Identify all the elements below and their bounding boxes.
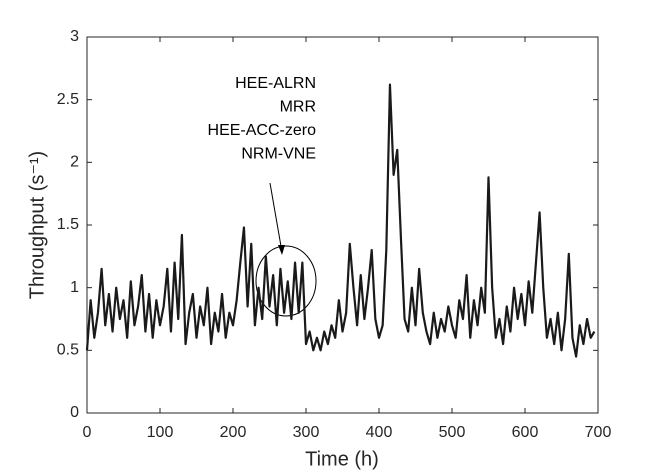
y-tick-label: 1.5 [57,216,79,233]
x-tick-label: 200 [220,424,247,441]
arrow-line [269,182,283,253]
y-tick-label: 0 [70,404,79,421]
annotation: MRR [280,99,316,116]
x-tick-label: 0 [83,424,92,441]
x-tick-label: 700 [585,424,612,441]
plot-box [86,36,599,414]
x-tick-label: 600 [512,424,539,441]
y-tick-label: 2 [70,154,79,171]
y-tick-label: 1 [70,279,79,296]
highlight-ellipse [255,245,317,317]
y-tick-label: 0.5 [57,342,79,359]
x-axis-label: Time (h) [305,448,379,470]
annotation: HEE-ALRN [235,75,316,92]
y-tick-label: 2.5 [57,91,79,108]
x-tick-label: 500 [439,424,466,441]
arrow-head [278,245,285,255]
x-tick-label: 300 [293,424,320,441]
data-line [85,83,596,358]
x-tick-label: 400 [366,424,393,441]
x-tick-label: 100 [147,424,174,441]
y-axis-label: Throughput (s⁻¹) [26,151,48,299]
y-tick-label: 3 [70,28,79,45]
annotation: NRM-VNE [241,146,316,163]
annotation: HEE-ACC-zero [208,122,317,139]
